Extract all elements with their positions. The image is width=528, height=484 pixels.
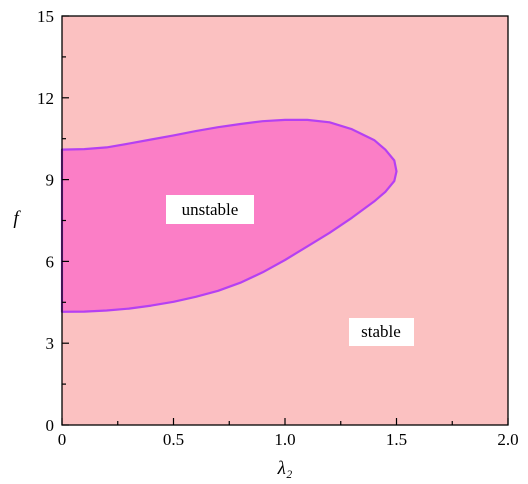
- y-axis-label: f: [13, 208, 21, 229]
- y-tick-label: 0: [46, 416, 55, 435]
- x-tick-label: 1.5: [386, 430, 407, 449]
- y-tick-label: 12: [37, 89, 54, 108]
- x-tick-label: 0: [58, 430, 67, 449]
- x-tick-label: 0.5: [163, 430, 184, 449]
- unstable-label: unstable: [182, 200, 239, 219]
- x-tick-label: 2.0: [497, 430, 518, 449]
- y-tick-label: 15: [37, 7, 54, 26]
- stable-label-box: [349, 318, 414, 346]
- y-tick-label: 3: [46, 334, 55, 353]
- y-tick-label: 9: [46, 171, 55, 190]
- x-tick-label: 1.0: [274, 430, 295, 449]
- y-tick-label: 6: [46, 252, 55, 271]
- stable-label: stable: [361, 322, 401, 341]
- x-axis-ticks: 0 0.5 1.0 1.5 2.0: [58, 418, 519, 449]
- unstable-label-box: [166, 195, 254, 224]
- y-axis-ticks: 0 3 6 9 12 15: [37, 7, 69, 435]
- x-axis-label: λ₂: [277, 458, 293, 479]
